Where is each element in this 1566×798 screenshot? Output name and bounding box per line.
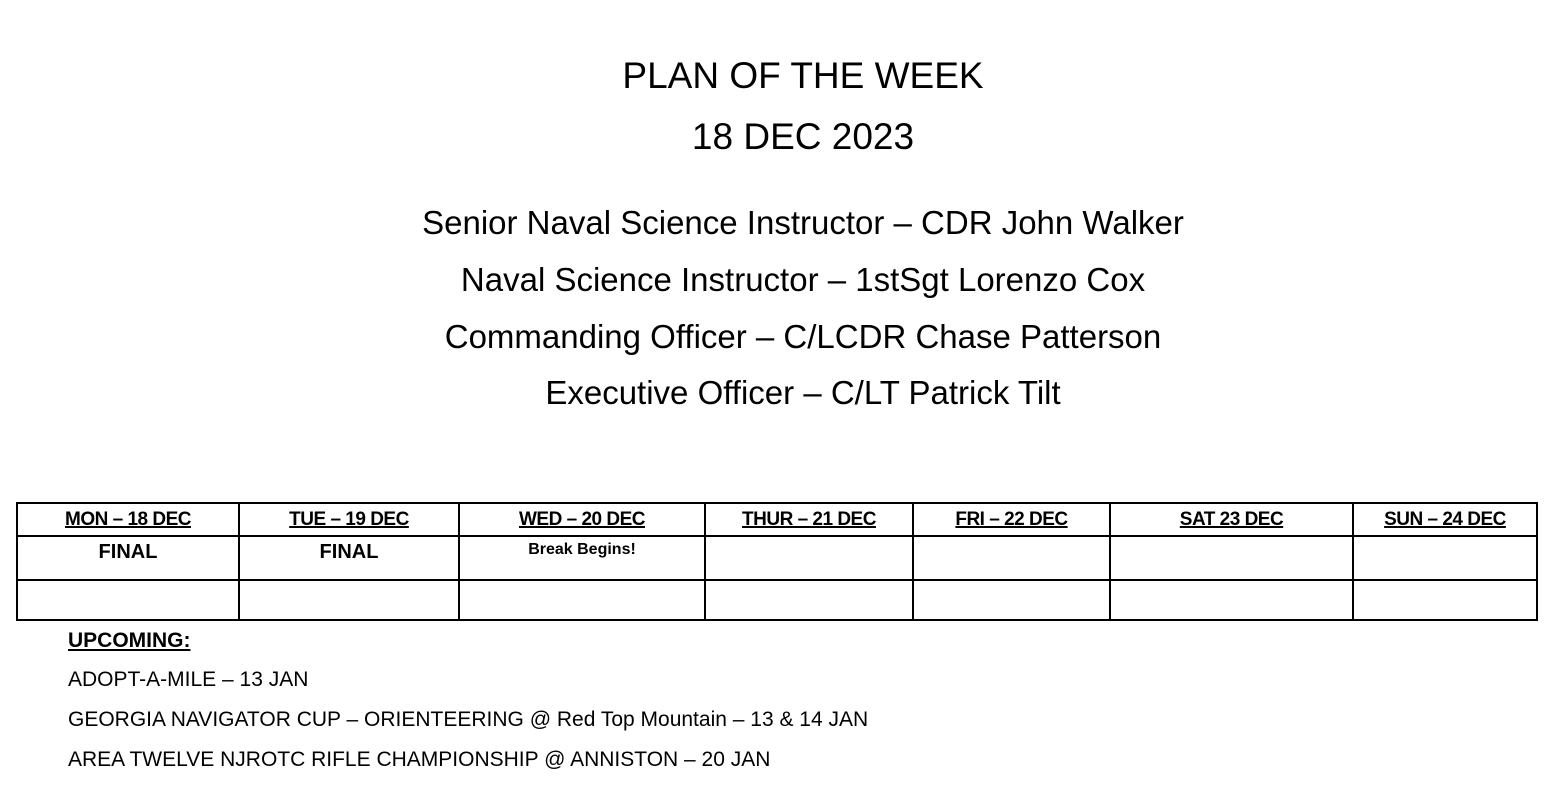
table-cell: FINAL [16,535,240,581]
weekly-schedule-table: MON – 18 DEC TUE – 19 DEC WED – 20 DEC T… [16,502,1538,621]
day-label: MON – 18 DEC [65,508,191,530]
table-cell [1109,579,1354,621]
page-title: PLAN OF THE WEEK [622,55,984,96]
table-cell: FINAL [238,535,460,581]
staff-line-snsi: Senior Naval Science Instructor – CDR Jo… [422,204,1184,241]
upcoming-item: AREA TWELVE NJROTC RIFLE CHAMPIONSHIP @ … [68,748,771,771]
day-header-mon: MON – 18 DEC [16,502,240,537]
table-cell [912,535,1111,581]
day-label: THUR – 21 DEC [742,508,876,530]
table-cell [16,579,240,621]
table-cell [238,579,460,621]
day-label: WED – 20 DEC [519,508,645,530]
day-header-tue: TUE – 19 DEC [238,502,460,537]
day-label: FRI – 22 DEC [955,508,1068,530]
table-cell [912,579,1111,621]
day-header-sat: SAT 23 DEC [1109,502,1354,537]
upcoming-item: ADOPT-A-MILE – 13 JAN [68,668,309,691]
day-header-fri: FRI – 22 DEC [912,502,1111,537]
table-header-row: MON – 18 DEC TUE – 19 DEC WED – 20 DEC T… [16,502,1538,537]
day-label: SUN – 24 DEC [1384,508,1506,530]
table-cell [704,579,914,621]
upcoming-item: GEORGIA NAVIGATOR CUP – ORIENTEERING @ R… [68,708,869,731]
table-cell [1352,579,1538,621]
staff-line-co: Commanding Officer – C/LCDR Chase Patter… [444,318,1162,355]
day-header-sun: SUN – 24 DEC [1352,502,1538,537]
table-row [16,579,1538,621]
table-cell [1352,535,1538,581]
day-header-thu: THUR – 21 DEC [704,502,914,537]
staff-line-xo: Executive Officer – C/LT Patrick Tilt [545,374,1061,411]
staff-line-nsi: Naval Science Instructor – 1stSgt Lorenz… [460,261,1146,298]
table-row: FINAL FINAL Break Begins! [16,535,1538,581]
table-cell [458,579,706,621]
day-header-wed: WED – 20 DEC [458,502,706,537]
page-date: 18 DEC 2023 [691,116,915,157]
table-cell [704,535,914,581]
table-cell: Break Begins! [458,535,706,581]
table-cell [1109,535,1354,581]
day-label: SAT 23 DEC [1179,508,1284,530]
upcoming-heading: UPCOMING: [68,629,191,652]
day-label: TUE – 19 DEC [289,508,409,530]
